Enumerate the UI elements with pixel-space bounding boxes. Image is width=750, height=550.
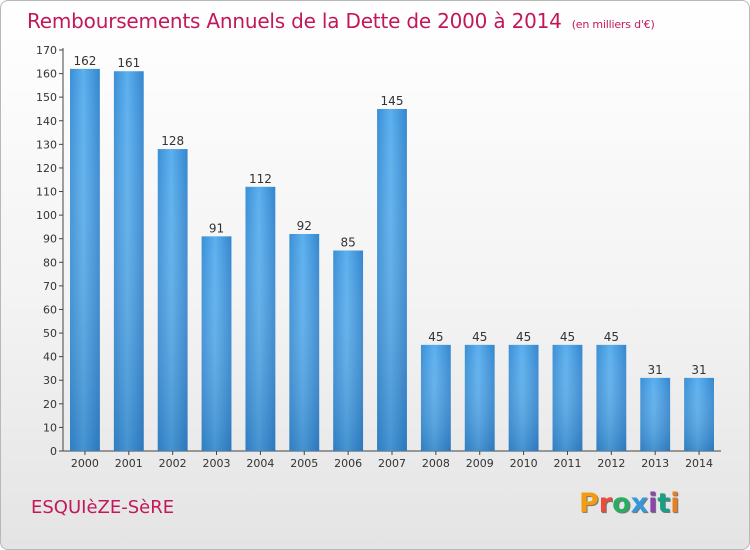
bar-value-label: 162 bbox=[73, 54, 96, 68]
y-tick-label: 130 bbox=[36, 138, 57, 151]
y-tick-label: 20 bbox=[43, 398, 57, 411]
x-tick-label: 2011 bbox=[553, 457, 581, 470]
bar-shade bbox=[640, 377, 671, 451]
bar-shade bbox=[552, 344, 583, 451]
y-tick-label: 70 bbox=[43, 280, 57, 293]
bars-group: 162 161 128 91 112 92 85 145 45 45 45 45 45 31 31 bbox=[70, 54, 714, 452]
logo-letter: o bbox=[612, 488, 631, 519]
x-tick-label: 2004 bbox=[246, 457, 274, 470]
proxiti-logo[interactable]: Proxiti bbox=[579, 488, 680, 519]
x-tick-label: 2010 bbox=[510, 457, 538, 470]
y-tick-label: 30 bbox=[43, 374, 57, 387]
y-tick-label: 140 bbox=[36, 115, 57, 128]
bar-shade bbox=[245, 186, 276, 451]
bar-value-label: 112 bbox=[249, 172, 272, 186]
axes: 0 10 20 30 40 50 60 70 80 90 100 110 120 130 140 150 160… bbox=[36, 44, 721, 470]
bar-value-label: 92 bbox=[297, 219, 312, 233]
bar-shade bbox=[70, 68, 100, 451]
bar-value-label: 145 bbox=[381, 94, 404, 108]
x-tick-label: 2013 bbox=[641, 457, 669, 470]
y-tick-label: 60 bbox=[43, 303, 57, 316]
logo-letter: i bbox=[648, 488, 658, 519]
x-tick-label: 2001 bbox=[115, 457, 143, 470]
unit-note: (en milliers d'€) bbox=[571, 18, 655, 31]
bar-shade bbox=[201, 236, 232, 451]
bar-value-label: 45 bbox=[560, 330, 575, 344]
y-tick-label: 50 bbox=[43, 327, 57, 340]
x-tick-label: 2003 bbox=[203, 457, 231, 470]
chart-title-text: Remboursements Annuels de la Dette de 20… bbox=[27, 9, 562, 33]
x-tick-label: 2009 bbox=[466, 457, 494, 470]
y-tick-label: 110 bbox=[36, 186, 57, 199]
bar-shade bbox=[157, 149, 188, 451]
bar-value-label: 45 bbox=[516, 330, 531, 344]
logo-letter: i bbox=[670, 488, 680, 519]
x-tick-label: 2000 bbox=[71, 457, 99, 470]
bar-shade bbox=[508, 344, 539, 451]
bar-shade bbox=[113, 71, 144, 452]
bar-value-label: 45 bbox=[604, 330, 619, 344]
bar-shade bbox=[420, 344, 451, 451]
x-tick-label: 2006 bbox=[334, 457, 362, 470]
x-tick-label: 2007 bbox=[378, 457, 406, 470]
bar-value-label: 31 bbox=[648, 363, 663, 377]
y-tick-label: 100 bbox=[36, 209, 57, 222]
y-tick-label: 10 bbox=[43, 421, 57, 434]
x-tick-label: 2014 bbox=[685, 457, 713, 470]
logo-letter: P bbox=[579, 488, 599, 519]
y-tick-label: 40 bbox=[43, 351, 57, 364]
bar-value-label: 85 bbox=[340, 236, 355, 250]
bar-shade bbox=[377, 108, 407, 452]
bar-shade bbox=[464, 344, 495, 451]
y-tick-label: 160 bbox=[36, 68, 57, 81]
bar-shade bbox=[684, 377, 714, 451]
x-tick-label: 2008 bbox=[422, 457, 450, 470]
bar-shade bbox=[333, 250, 364, 451]
y-tick-label: 170 bbox=[36, 44, 57, 57]
logo-letter: t bbox=[657, 488, 671, 519]
bar-value-label: 45 bbox=[428, 330, 443, 344]
bar-value-label: 128 bbox=[161, 134, 184, 148]
bar-value-label: 45 bbox=[472, 330, 487, 344]
y-tick-label: 150 bbox=[36, 91, 57, 104]
bar-value-label: 91 bbox=[209, 221, 224, 235]
chart-title: Remboursements Annuels de la Dette de 20… bbox=[27, 9, 655, 33]
y-tick-label: 90 bbox=[43, 233, 57, 246]
x-tick-label: 2002 bbox=[159, 457, 187, 470]
logo-letter: x bbox=[630, 488, 649, 519]
y-tick-label: 120 bbox=[36, 162, 57, 175]
bar-value-label: 161 bbox=[117, 56, 140, 70]
bar-value-label: 31 bbox=[691, 363, 706, 377]
y-tick-label: 80 bbox=[43, 256, 57, 269]
bar-shade bbox=[596, 344, 627, 451]
x-tick-label: 2005 bbox=[290, 457, 318, 470]
commune-name: ESQUIèZE-SèRE bbox=[31, 497, 175, 518]
logo-letter: r bbox=[598, 488, 613, 519]
y-tick-label: 0 bbox=[50, 445, 57, 458]
bar-shade bbox=[289, 233, 320, 451]
x-tick-label: 2012 bbox=[597, 457, 625, 470]
